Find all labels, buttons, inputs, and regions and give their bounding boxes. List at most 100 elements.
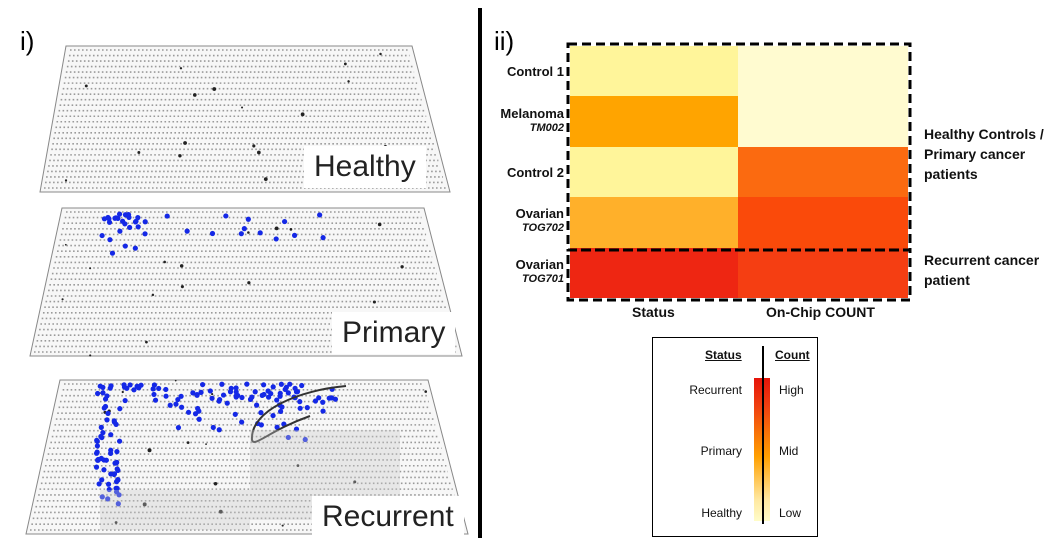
group-label-healthy-primary: Healthy Controls / Primary cancer patien… (924, 124, 1044, 184)
heatmap-cell (738, 46, 908, 97)
positive-well-dot (233, 389, 239, 395)
positive-well-dot (127, 382, 133, 388)
chip-debris (137, 151, 141, 154)
positive-well-dot (265, 388, 271, 394)
chip-debris (142, 502, 147, 507)
chip-debris (64, 179, 68, 182)
positive-well-dot (117, 406, 123, 412)
heatmap-row-label: Ovarian TOG702 (516, 206, 564, 236)
row-label-sample-id: TOG701 (522, 272, 564, 285)
positive-well-dot (299, 382, 305, 389)
positive-well-dot (216, 398, 222, 404)
chip-debris (89, 354, 92, 357)
legend-status-header: Status (705, 348, 742, 362)
positive-well-dot (97, 383, 103, 389)
chip-debris (256, 150, 261, 155)
chip-label-healthy: Healthy (304, 146, 426, 188)
legend-count-header: Count (775, 348, 810, 362)
chip-debris (192, 93, 197, 97)
positive-well-dot (163, 386, 169, 393)
chip-debris (347, 80, 350, 83)
chip-debris (180, 285, 184, 289)
positive-well-dot (194, 392, 200, 398)
chip-debris (147, 448, 152, 453)
positive-well-dot (99, 477, 105, 483)
positive-well-dot (278, 381, 284, 387)
positive-well-dot (115, 467, 121, 473)
chip-debris (353, 480, 357, 484)
chip-debris (241, 106, 244, 109)
positive-well-dot (210, 424, 216, 431)
positive-well-dot (105, 496, 111, 502)
positive-well-dot (107, 450, 114, 456)
heatmap-row-label: Melanoma TM002 (500, 106, 564, 136)
positive-well-dot (185, 409, 192, 415)
positive-well-dot (103, 457, 109, 463)
positive-well-dot (104, 417, 110, 423)
positive-well-dot (114, 449, 120, 455)
chip-fiber-artifact (250, 385, 347, 443)
positive-well-dot (142, 219, 148, 225)
positive-well-dot (132, 245, 138, 251)
chip-debris (377, 222, 382, 227)
positive-well-dot (116, 211, 123, 217)
positive-well-dot (156, 385, 162, 392)
chip-debris (263, 177, 268, 182)
positive-well-dot (224, 400, 230, 406)
positive-well-dot (116, 438, 123, 444)
chip-debris (114, 521, 118, 524)
positive-well-dot (320, 235, 326, 241)
positive-well-dot (332, 396, 339, 402)
positive-well-dot (126, 214, 132, 220)
chip-debris (424, 390, 428, 393)
chip-debris (183, 141, 187, 145)
row-label-sample-id: TOG702 (522, 222, 564, 235)
positive-well-dot (122, 397, 128, 404)
chip-debris (212, 87, 217, 91)
heatmap-row-label: Control 2 (507, 165, 564, 180)
positive-well-dot (254, 402, 260, 408)
positive-well-dot (94, 390, 101, 397)
positive-well-dot (273, 236, 279, 242)
positive-well-dot (219, 381, 225, 387)
chip-debris (163, 260, 166, 264)
positive-well-dot (200, 381, 206, 388)
legend-count-mid: Mid (779, 444, 799, 458)
positive-well-dot (233, 393, 239, 399)
positive-well-dot (93, 464, 100, 470)
positive-well-dot (304, 405, 310, 411)
positive-well-dot (233, 385, 239, 391)
positive-well-dot (96, 481, 102, 487)
chip-debris (211, 392, 214, 396)
positive-well-dot (247, 396, 254, 402)
positive-well-dot (320, 399, 326, 405)
positive-well-dot (274, 397, 280, 403)
chip-debris (89, 267, 92, 270)
chip-debris (218, 509, 223, 514)
heatmap-cell (570, 46, 738, 97)
positive-well-dot (99, 494, 105, 500)
chip-debris (252, 144, 256, 148)
heatmap-row-labels: Control 1 Melanoma TM002 Control 2 Ovarian TO… (480, 46, 564, 298)
positive-well-dot (209, 395, 215, 401)
chip-label-recurrent: Recurrent (312, 496, 464, 538)
chip-debris (84, 84, 88, 88)
chip-debris (151, 293, 155, 297)
chip-debris (372, 300, 376, 304)
positive-well-dot (100, 390, 106, 396)
chip-debris (121, 390, 124, 394)
row-label-name: Ovarian (515, 256, 564, 272)
positive-well-dot (277, 393, 283, 399)
positive-well-dot (114, 459, 120, 465)
positive-well-dot (238, 231, 244, 237)
positive-well-dot (317, 212, 323, 218)
positive-well-dot (164, 213, 170, 219)
positive-well-dot (227, 389, 234, 395)
heatmap-cell (570, 146, 738, 198)
group-label-line: Healthy Controls / (924, 126, 1044, 142)
positive-well-dot (173, 401, 179, 407)
positive-well-dot (94, 443, 101, 449)
positive-well-dot (116, 492, 122, 498)
positive-well-dot (101, 405, 107, 411)
positive-well-dot (179, 404, 185, 410)
